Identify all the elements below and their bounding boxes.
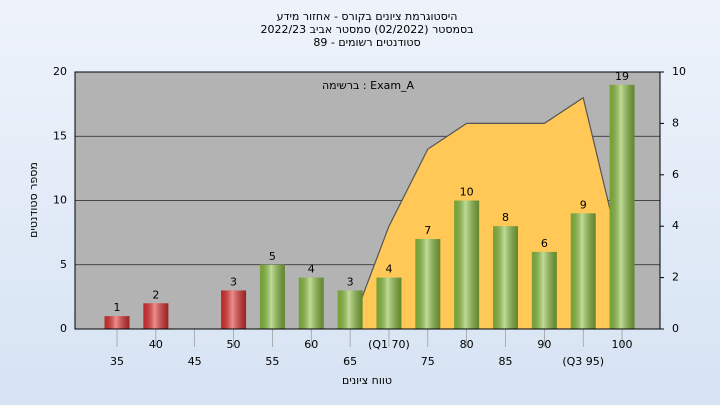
annotation: ברשימה : Exam_A [322,79,415,92]
bar-shine [143,303,169,329]
x-tick-label: 100 [612,338,633,351]
data-label: 6 [541,237,548,250]
chart-title: היסטוגרמת ציונים בקורס - אחזור מידע [277,10,458,23]
y2-tick-label: 10 [672,65,686,78]
bar-shine [259,264,285,329]
x-tick-label: 40 [149,338,163,351]
bar-shine [609,84,635,329]
data-label: 3 [230,275,237,288]
chart-title: סטודנטים רשומים - 89 [313,36,420,49]
data-label: 9 [580,198,587,211]
data-label: 8 [502,211,509,224]
x-tick-label: 45 [188,355,202,368]
y-tick-label: 0 [60,322,67,335]
y2-tick-label: 6 [672,168,679,181]
bar-shine [221,290,247,329]
y2-tick-label: 2 [672,271,679,284]
x-tick-label: 65 [343,355,357,368]
y-tick-label: 15 [53,129,67,142]
data-label: 10 [460,186,474,199]
bar-shine [337,290,363,329]
x-tick-label: 90 [537,338,551,351]
x-tick-label: 55 [265,355,279,368]
y-tick-label: 10 [53,194,67,207]
bar-shine [570,213,596,329]
data-label: 4 [385,263,392,276]
y-tick-label: 20 [53,65,67,78]
y-axis-title: מספר סטודנטים [27,162,40,238]
data-label: 7 [424,224,431,237]
bar-shine [298,277,324,329]
plot-border [74,71,661,330]
x-tick-label: 80 [460,338,474,351]
y2-tick-label: 8 [672,116,679,129]
data-label: 2 [152,288,159,301]
x-tick-label: 85 [499,355,513,368]
x-tick-label: (Q3 95) [562,355,604,368]
x-tick-label: 35 [110,355,124,368]
x-tick-label: 50 [227,338,241,351]
bar-shine [531,251,557,329]
y2-tick-label: 0 [672,322,679,335]
data-label: 4 [308,263,315,276]
bar-shine [454,200,480,329]
y-tick-label: 5 [60,258,67,271]
data-label: 3 [347,275,354,288]
x-tick-label: (Q1 70) [368,338,410,351]
data-label: 19 [615,70,629,83]
bar-shine [415,239,441,329]
x-tick-label: 75 [421,355,435,368]
bar-shine [104,316,130,329]
x-axis-title: טווח ציונים [342,374,392,387]
bar-shine [376,277,402,329]
data-label: 5 [269,250,276,263]
x-tick-label: 60 [304,338,318,351]
area-edge [349,96,623,330]
y2-tick-label: 4 [672,219,679,232]
data-label: 1 [114,301,121,314]
bar-shine [493,226,518,329]
chart-title: בסמסטר (02/2022) סמסטר אביב 2022/23 [260,23,473,36]
